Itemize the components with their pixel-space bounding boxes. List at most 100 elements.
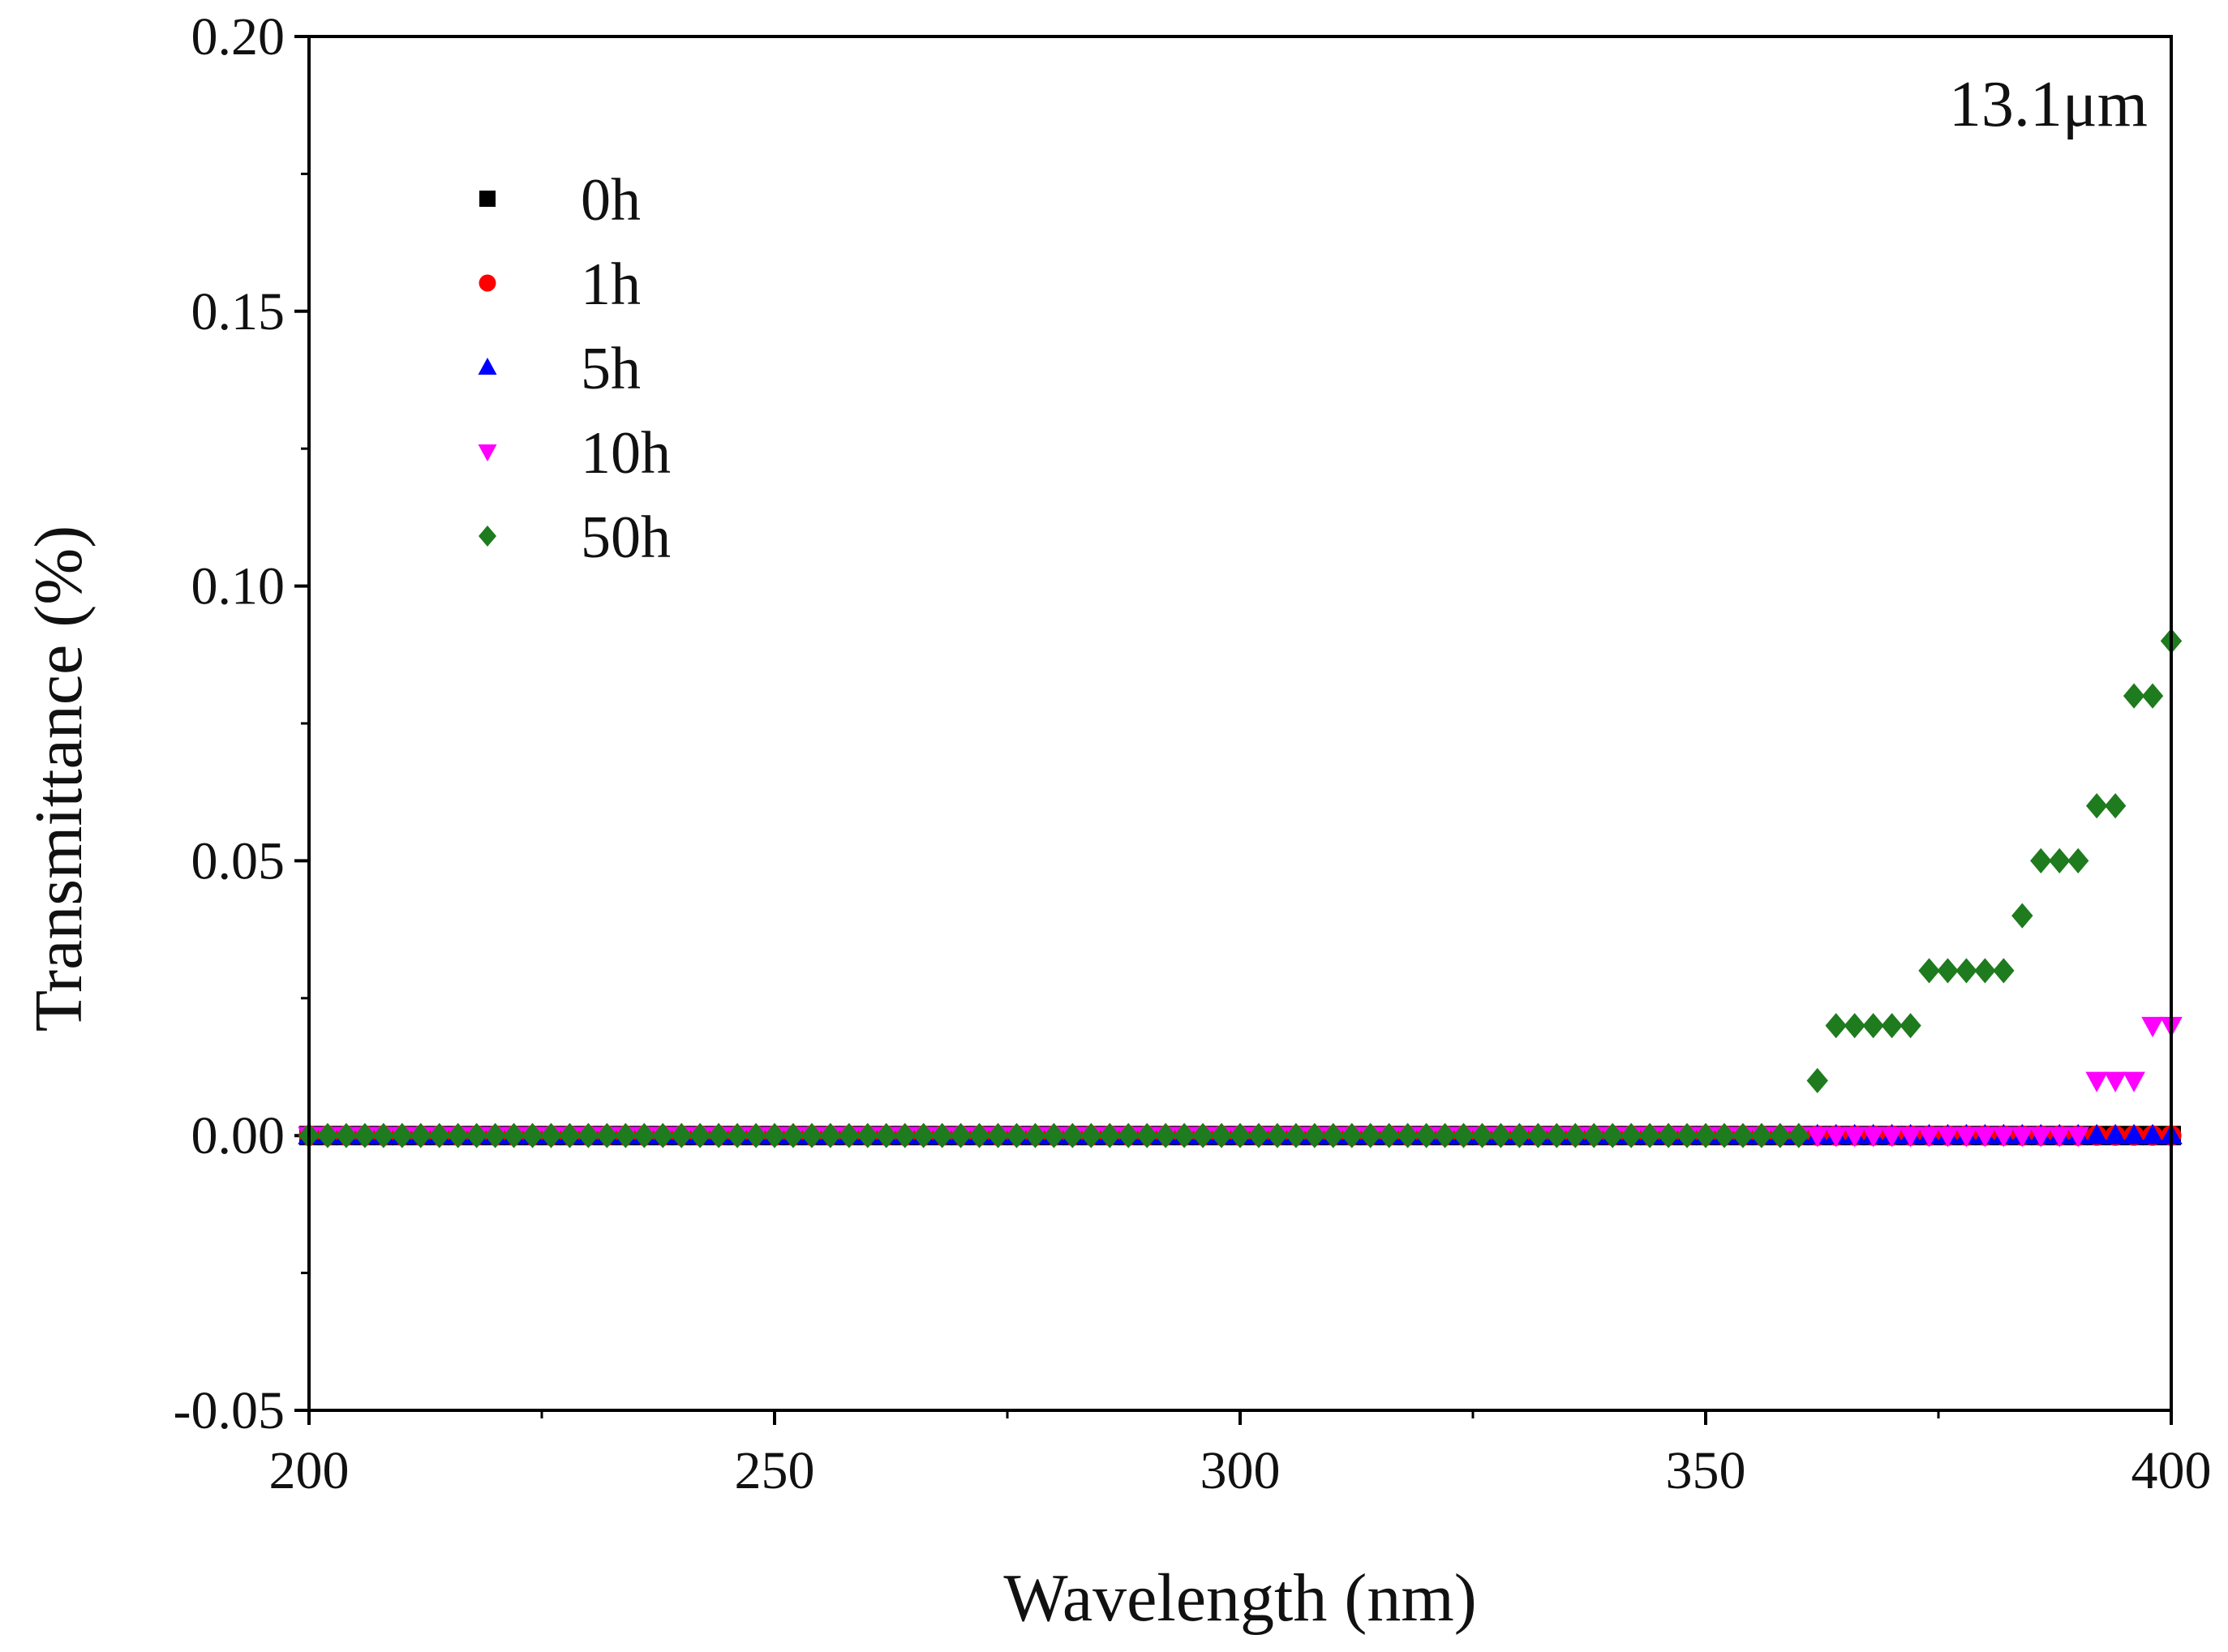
data-point-50h — [2049, 847, 2071, 873]
data-point-50h — [1471, 1122, 1493, 1148]
data-point-50h — [1993, 958, 2015, 984]
data-point-10h — [2085, 1071, 2108, 1092]
data-point-50h — [950, 1122, 972, 1148]
data-point-50h — [838, 1122, 861, 1148]
data-point-50h — [1434, 1122, 1456, 1148]
plot-frame — [307, 35, 2173, 1412]
legend-label: 5h — [581, 336, 641, 402]
data-point-50h — [782, 1122, 805, 1148]
data-point-50h — [522, 1122, 543, 1148]
data-point-50h — [968, 1122, 990, 1148]
data-point-50h — [559, 1122, 581, 1148]
data-point-50h — [1546, 1122, 1568, 1148]
data-point-50h — [1173, 1122, 1196, 1148]
thickness-annotation: 13.1μm — [1949, 69, 2148, 140]
data-point-50h — [410, 1122, 431, 1148]
data-point-50h — [1247, 1122, 1270, 1148]
data-point-50h — [931, 1122, 953, 1148]
data-point-10h — [1824, 1126, 1848, 1148]
data-point-50h — [1210, 1122, 1233, 1148]
data-point-50h — [1285, 1122, 1307, 1148]
data-point-50h — [1955, 958, 1977, 984]
data-point-50h — [707, 1122, 730, 1148]
legend-label: 1h — [581, 251, 641, 318]
y-tick-label: 0.10 — [191, 557, 285, 616]
y-tick-label: 0.15 — [191, 282, 285, 341]
data-point-50h — [1862, 1013, 1884, 1039]
data-point-50h — [1974, 958, 1996, 984]
data-point-50h — [1657, 1122, 1680, 1148]
data-point-10h — [2104, 1071, 2127, 1092]
data-point-50h — [2030, 847, 2052, 873]
data-point-50h — [1490, 1122, 1512, 1148]
data-point-50h — [540, 1122, 562, 1148]
data-point-10h — [2048, 1126, 2071, 1148]
data-point-10h — [1936, 1126, 1960, 1148]
x-tick-label: 400 — [2131, 1441, 2212, 1500]
data-point-50h — [1191, 1122, 1214, 1148]
x-axis-title: Wavelength (nm) — [1003, 1560, 1476, 1636]
data-point-50h — [1453, 1122, 1475, 1148]
data-point-50h — [1043, 1122, 1065, 1148]
y-tick-label: 0.05 — [191, 831, 285, 890]
data-point-50h — [726, 1122, 749, 1148]
data-point-10h — [1917, 1126, 1941, 1148]
data-point-50h — [335, 1122, 358, 1148]
legend-entry-5h: 5h — [478, 336, 641, 402]
data-point-10h — [2011, 1126, 2034, 1148]
data-point-50h — [316, 1122, 339, 1148]
legend-label: 0h — [581, 167, 641, 234]
data-point-5h — [2141, 1123, 2164, 1144]
data-point-50h — [1509, 1122, 1530, 1148]
data-point-50h — [1844, 1013, 1865, 1039]
data-point-50h — [1080, 1122, 1102, 1148]
data-point-50h — [2123, 683, 2145, 709]
data-point-50h — [503, 1122, 525, 1148]
data-point-50h — [912, 1122, 934, 1148]
data-point-50h — [894, 1122, 916, 1148]
data-point-10h — [1805, 1126, 1829, 1148]
data-point-50h — [1602, 1122, 1624, 1148]
data-point-10h — [1973, 1126, 1997, 1148]
y-tick-label: 0.00 — [191, 1106, 285, 1165]
data-point-50h — [1359, 1122, 1381, 1148]
data-point-50h — [1825, 1013, 1847, 1039]
data-point-50h — [577, 1122, 599, 1148]
data-point-50h — [391, 1122, 413, 1148]
data-point-10h — [1843, 1126, 1866, 1148]
x-tick-label: 350 — [1666, 1441, 1746, 1500]
x-tick-label: 300 — [1200, 1441, 1281, 1500]
data-point-10h — [2067, 1126, 2089, 1148]
data-point-50h — [652, 1122, 674, 1148]
data-point-50h — [1881, 1013, 1903, 1039]
data-point-50h — [1788, 1122, 1809, 1148]
legend: 0h 1h 5h 10h 50h — [478, 167, 671, 571]
data-point-50h — [466, 1122, 487, 1148]
legend-entry-10h: 10h — [478, 420, 671, 487]
data-point-50h — [447, 1122, 469, 1148]
x-tick-label: 250 — [735, 1441, 815, 1500]
data-point-50h — [1136, 1122, 1158, 1148]
data-point-50h — [372, 1122, 395, 1148]
data-point-50h — [1565, 1122, 1586, 1148]
data-point-50h — [987, 1122, 1009, 1148]
data-point-50h — [484, 1122, 506, 1148]
legend-marker-1h — [479, 274, 496, 292]
data-point-50h — [354, 1122, 376, 1148]
data-point-10h — [1955, 1126, 1978, 1148]
data-point-50h — [1118, 1122, 1140, 1148]
data-point-50h — [1322, 1122, 1344, 1148]
data-point-50h — [801, 1122, 823, 1148]
data-point-50h — [2067, 847, 2089, 873]
data-point-50h — [745, 1122, 767, 1148]
data-point-10h — [1992, 1126, 2016, 1148]
data-point-50h — [1937, 958, 1959, 984]
data-point-50h — [1266, 1122, 1289, 1148]
data-point-50h — [1397, 1122, 1419, 1148]
data-point-50h — [1750, 1122, 1773, 1148]
data-point-50h — [1806, 1067, 1828, 1094]
data-point-50h — [1062, 1122, 1084, 1148]
legend-entry-50h: 50h — [479, 504, 671, 571]
